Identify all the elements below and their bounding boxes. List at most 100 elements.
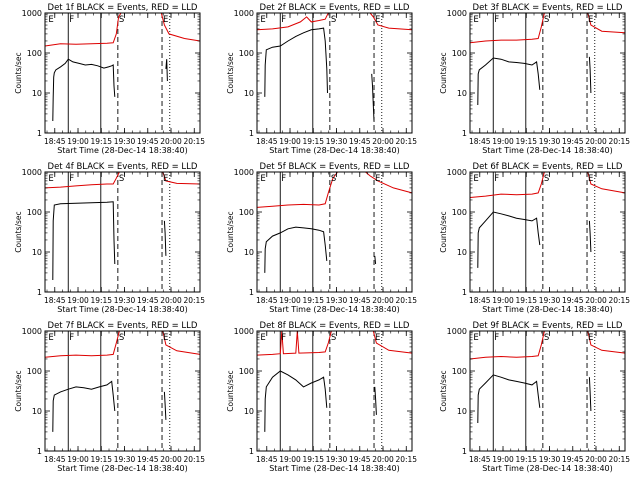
x-tick-label: 20:15	[395, 296, 417, 305]
y-tick-label: 1000	[234, 9, 254, 18]
x-tick-label: 19:00	[67, 296, 89, 305]
series-lld-segment	[372, 330, 413, 354]
plot-frame	[44, 12, 201, 134]
x-tick-label: 19:45	[349, 137, 371, 146]
marker-label: E	[260, 333, 265, 343]
marker-label: F	[69, 333, 74, 343]
x-tick-label: 19:00	[492, 137, 514, 146]
y-tick-label: 1	[249, 288, 254, 297]
chart-title: Det 7f BLACK = Events, RED = LLD	[48, 321, 198, 331]
y-tick-label: 10	[32, 407, 42, 416]
x-tick-label: 20:15	[395, 137, 417, 146]
x-tick-label: 19:00	[279, 455, 301, 464]
marker-label: E	[163, 174, 168, 184]
chart-panel-1: Det 1f BLACK = Events, RED = LLD E F S E 1 10 1…	[14, 3, 205, 155]
x-tick-label: 19:15	[90, 137, 112, 146]
x-tick-label: 20:15	[608, 296, 630, 305]
marker-label: S	[119, 174, 124, 184]
y-tick-label: 1000	[447, 9, 467, 18]
x-axis-label: Start Time (28-Dec-14 18:38:40)	[57, 146, 188, 155]
y-tick-label: 1	[249, 447, 254, 456]
series-events-segment	[264, 27, 328, 97]
marker-label: E	[48, 15, 53, 25]
x-tick-label: 20:15	[183, 455, 205, 464]
marker-label: E	[163, 15, 168, 25]
marker-label: F	[494, 333, 499, 343]
marker-label: F	[69, 174, 74, 184]
x-tick-label: 18:45	[256, 296, 278, 305]
series-lld-segment	[365, 171, 413, 194]
x-axis-label: Start Time (28-Dec-14 18:38:40)	[482, 464, 613, 473]
y-tick-label: 10	[244, 89, 254, 98]
y-tick-label: 1	[37, 447, 42, 456]
y-axis-label: Counts/sec	[14, 52, 23, 93]
x-tick-label: 19:00	[492, 455, 514, 464]
series-lld-segment	[162, 330, 201, 355]
x-tick-label: 19:45	[562, 137, 584, 146]
plot-frame	[469, 171, 626, 293]
series-lld-segment	[256, 171, 338, 208]
series-events-segment	[264, 226, 328, 273]
series-events-segment	[477, 374, 541, 424]
series-lld-segment	[369, 12, 413, 31]
plot-frame	[469, 330, 626, 452]
x-axis-label: Start Time (28-Dec-14 18:38:40)	[269, 146, 400, 155]
marker-label: E	[163, 333, 168, 343]
marker-label: E	[375, 174, 380, 184]
y-axis-label: Counts/sec	[226, 211, 235, 252]
chart-title: Det 2f BLACK = Events, RED = LLD	[260, 3, 410, 13]
x-tick-label: 19:15	[90, 296, 112, 305]
series-events-segment	[374, 386, 377, 415]
x-tick-label: 19:15	[515, 296, 537, 305]
y-tick-label: 1	[462, 447, 467, 456]
x-tick-label: 19:15	[515, 455, 537, 464]
marker-label: E	[473, 15, 478, 25]
x-tick-label: 20:00	[585, 455, 607, 464]
marker-label: E	[588, 15, 593, 25]
y-tick-label: 1	[37, 129, 42, 138]
x-tick-label: 20:00	[372, 137, 394, 146]
series-lld-segment	[44, 171, 120, 189]
x-tick-label: 20:15	[608, 137, 630, 146]
x-tick-label: 19:30	[326, 137, 348, 146]
y-tick-label: 1000	[234, 168, 254, 177]
marker-label: S	[544, 174, 549, 184]
plot-frame	[44, 330, 201, 452]
x-tick-label: 19:30	[539, 455, 561, 464]
marker-label: E	[375, 333, 380, 343]
y-tick-label: 100	[27, 208, 42, 217]
marker-label: E	[473, 333, 478, 343]
series-events-segment	[588, 220, 592, 253]
y-tick-label: 1000	[447, 168, 467, 177]
x-tick-label: 19:00	[279, 296, 301, 305]
x-tick-label: 19:15	[302, 296, 324, 305]
x-tick-label: 19:15	[302, 455, 324, 464]
series-lld-segment	[44, 12, 122, 47]
plot-frame	[44, 171, 201, 293]
series-events-segment	[165, 59, 168, 82]
x-tick-label: 19:45	[137, 455, 159, 464]
y-tick-label: 100	[239, 367, 254, 376]
x-tick-label: 18:45	[256, 137, 278, 146]
x-tick-label: 20:00	[160, 137, 182, 146]
y-axis-label: Counts/sec	[14, 211, 23, 252]
series-events-segment	[52, 380, 116, 432]
x-tick-label: 20:00	[160, 296, 182, 305]
series-lld-segment	[44, 330, 120, 358]
marker-label: S	[331, 174, 336, 184]
y-tick-label: 10	[244, 407, 254, 416]
marker-label: S	[119, 15, 124, 25]
x-tick-label: 19:00	[67, 137, 89, 146]
series-lld-segment	[160, 12, 201, 42]
y-axis-label: Counts/sec	[439, 370, 448, 411]
series-events-segment	[588, 377, 592, 412]
marker-label: F	[494, 174, 499, 184]
y-tick-label: 100	[239, 49, 254, 58]
y-tick-label: 10	[457, 89, 467, 98]
marker-label: F	[494, 15, 499, 25]
x-tick-label: 18:45	[469, 455, 491, 464]
plot-frame	[256, 171, 413, 293]
chart-panel-5: Det 5f BLACK = Events, RED = LLD E F S E 1 10 1…	[226, 162, 417, 314]
chart-panel-8: Det 8f BLACK = Events, RED = LLD E F S E 1 10 1…	[226, 321, 417, 473]
x-tick-label: 19:30	[326, 455, 348, 464]
